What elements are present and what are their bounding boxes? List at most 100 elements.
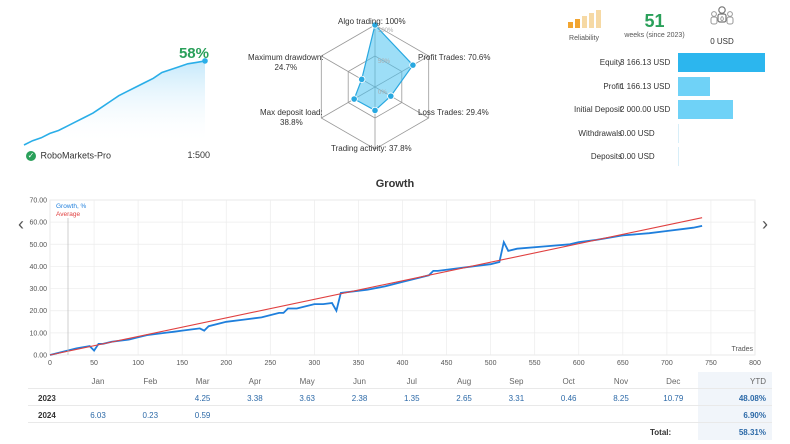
month-value: 10.79 [663, 394, 684, 403]
radar-point [409, 61, 417, 69]
x-tick-label: 300 [309, 360, 321, 367]
month-value: 3.31 [508, 394, 525, 403]
x-tick-label: 700 [661, 360, 673, 367]
balance-value: 1 166.13 USD [620, 81, 671, 91]
reliability-bar [568, 22, 573, 28]
weeks-label: weeks (since 2023) [624, 32, 685, 39]
broker-name[interactable]: RoboMarkets-Pro [40, 150, 112, 161]
y-tick-label: 70.00 [29, 198, 47, 205]
radar-point [371, 106, 379, 115]
balance-label: Withdrawals [578, 128, 622, 138]
month-header: Apr [248, 377, 262, 386]
x-tick-label: 550 [529, 360, 541, 367]
y-tick-label: 40.00 [29, 264, 47, 271]
balance-track [678, 123, 679, 143]
year-label: 2024 [38, 411, 56, 420]
subscribers-label: 0 USD [710, 37, 734, 46]
x-tick-label: 600 [573, 360, 585, 367]
radar-label-deposit-load: Max deposit load: 38.8% [260, 108, 323, 127]
balance-breakdown: Equity 3 166.13 USD Profit 1 166.13 USD … [530, 51, 780, 169]
x-tick-label: 800 [749, 360, 761, 367]
balance-track [678, 147, 679, 166]
reliability-bars-icon [568, 10, 601, 28]
gain-percent: 58% [178, 45, 209, 62]
month-header: Feb [143, 377, 158, 386]
balance-row-profit: Profit 1 166.13 USD [530, 75, 780, 99]
month-value: 8.25 [613, 394, 629, 403]
radar-ring-label: 0% [378, 90, 387, 96]
x-tick-label: 500 [485, 360, 497, 367]
ytd-header: YTD [698, 372, 772, 388]
x-tick-label: 350 [353, 360, 365, 367]
x-tick-label: 750 [705, 360, 717, 367]
radar-point [350, 95, 358, 103]
leverage: 1:500 [187, 150, 210, 160]
x-tick-label: 250 [264, 360, 276, 367]
month-value: 0.46 [560, 394, 577, 403]
x-tick-label: 50 [90, 360, 98, 367]
x-tick-label: 0 [48, 360, 52, 367]
year-label: 2023 [38, 394, 56, 403]
x-tick-label: 400 [397, 360, 409, 367]
table-header-row: Jan Feb Mar Apr May Jun Jul Aug Sep Oct Nov Dec YTD [28, 372, 772, 389]
reliability-indicator[interactable]: Reliability [563, 10, 605, 42]
radar-svg: 100% 50% 0% [320, 21, 430, 150]
x-tick-label: 100 [132, 360, 144, 367]
sparkline-end-dot [202, 58, 208, 64]
balance-row-initial-deposit: Initial Deposit 2 000.00 USD [530, 98, 780, 122]
subscribers-indicator[interactable]: 0 0 USD [702, 5, 742, 46]
x-tick-label: 450 [441, 360, 453, 367]
balance-value: 0.00 USD [620, 128, 655, 138]
total-value: 58.31% [698, 423, 772, 440]
gain-sparkline-card[interactable]: 58% ✓ RoboMarkets-Pro 1:500 [20, 40, 215, 165]
balance-row-withdrawals: Withdrawals 0.00 USD [530, 122, 780, 146]
balance-value: 2 000.00 USD [620, 105, 671, 114]
prev-chart-arrow-icon[interactable]: ‹ [18, 214, 24, 234]
radar-area [353, 23, 414, 112]
growth-series-line [49, 225, 703, 356]
month-value: 2.38 [351, 394, 368, 403]
month-header: Dec [666, 377, 681, 386]
x-tick-label: 650 [617, 360, 629, 367]
y-tick-label: 60.00 [29, 220, 47, 227]
next-chart-arrow-icon[interactable]: › [762, 214, 768, 234]
ytd-value: 48.08% [698, 389, 772, 405]
radar-ring-label: 100% [378, 28, 394, 34]
verified-check-icon: ✓ [26, 150, 36, 161]
month-value: 3.63 [299, 394, 315, 403]
reliability-bar [582, 16, 587, 28]
month-value: 0.59 [194, 411, 211, 420]
total-label: Total: [650, 428, 672, 437]
month-header: Nov [613, 377, 629, 386]
radar-label-algo: Algo trading: 100% [338, 17, 406, 26]
reliability-bar [589, 13, 594, 28]
y-tick-label: 20.00 [29, 308, 47, 315]
legend-average: Average [56, 211, 80, 218]
balance-row-deposits: Deposits 0.00 USD [530, 145, 780, 169]
reliability-bar [596, 10, 601, 28]
monthly-returns-table: Jan Feb Mar Apr May Jun Jul Aug Sep Oct Nov Dec YTD … [28, 372, 772, 440]
balance-label: Equity [599, 58, 622, 67]
month-header: Mar [195, 377, 210, 386]
sparkline-line [23, 60, 206, 146]
month-value: 6.03 [90, 411, 106, 420]
month-header: May [299, 377, 315, 386]
x-axis-label: Trades [731, 346, 753, 353]
radar-label-loss: Loss Trades: 29.4% [418, 108, 489, 117]
radar-point [371, 21, 379, 29]
balance-bar [678, 53, 765, 72]
reliability-bar [575, 19, 580, 28]
month-value: 3.38 [247, 394, 263, 403]
month-value: 4.25 [194, 394, 211, 403]
y-tick-label: 50.00 [29, 242, 47, 249]
month-value: 2.65 [456, 394, 472, 403]
legend-growth: Growth, % [56, 203, 87, 210]
radar-point [387, 92, 395, 100]
balance-value: 0.00 USD [620, 152, 655, 161]
x-tick-label: 150 [176, 360, 188, 367]
x-tick-label: 200 [220, 360, 232, 367]
weeks-number: 51 [644, 11, 665, 31]
radar-point [358, 75, 366, 83]
gain-sparkline [23, 58, 208, 146]
y-tick-label: 30.00 [29, 286, 47, 293]
